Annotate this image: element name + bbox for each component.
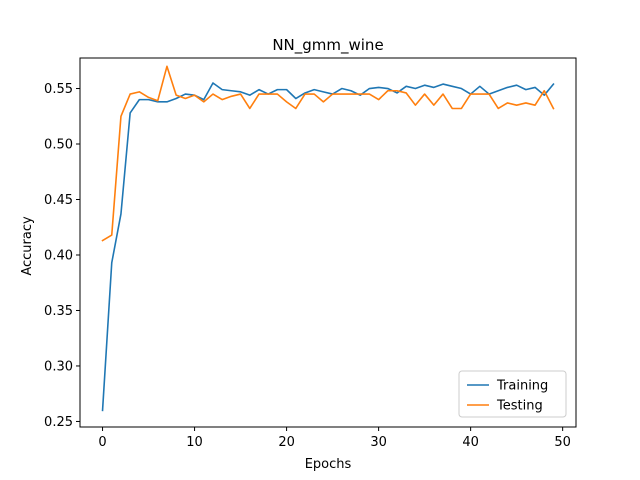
y-tick-label: 0.55 [44, 82, 73, 97]
legend: Training Testing [458, 370, 567, 418]
series-line-testing [101, 65, 555, 242]
x-tick-label: 30 [370, 435, 387, 450]
legend-label-training: Training [496, 379, 548, 394]
y-axis-ticks: 0.25 0.30 0.35 0.40 0.45 0.50 0.55 [44, 82, 80, 430]
chart-title: NN_gmm_wine [272, 36, 383, 55]
x-tick-label: 20 [278, 435, 295, 450]
y-tick-label: 0.25 [44, 415, 73, 430]
x-tick-label: 0 [98, 435, 106, 450]
x-tick-label: 50 [554, 435, 571, 450]
y-tick-label: 0.35 [44, 304, 73, 319]
x-axis-label: Epochs [305, 457, 352, 472]
series-line-training [101, 82, 555, 412]
plot-area [79, 57, 577, 428]
y-tick-label: 0.50 [44, 138, 73, 153]
x-axis-ticks: 0 10 20 30 40 50 [98, 427, 571, 450]
y-tick-label: 0.45 [44, 193, 73, 208]
axes-frame [79, 57, 577, 428]
y-tick-label: 0.30 [44, 359, 73, 374]
y-tick-label: 0.40 [44, 248, 73, 263]
y-axis-label: Accuracy [20, 216, 35, 276]
legend-label-testing: Testing [496, 399, 543, 414]
x-tick-label: 40 [462, 435, 479, 450]
x-tick-label: 10 [186, 435, 203, 450]
